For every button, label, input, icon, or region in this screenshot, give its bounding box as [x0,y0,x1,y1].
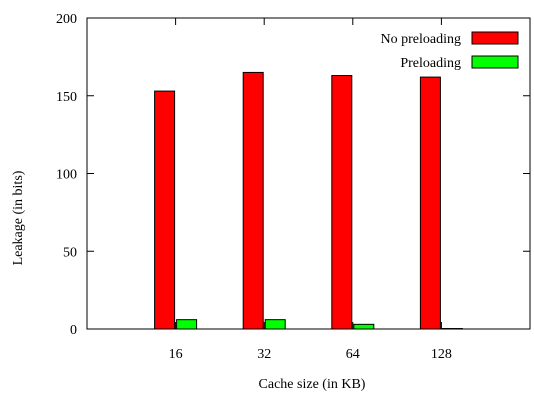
x-tick-label: 64 [346,347,360,362]
x-tick-label: 16 [169,347,183,362]
x-tick-label: 32 [257,347,271,362]
bar-preloading [353,323,375,330]
bar-no-preloading [419,76,441,330]
bar-preloading [264,319,286,330]
y-axis: 0 50 100 150 200 [56,12,530,338]
legend-label: No preloading [381,32,461,47]
bars [154,71,463,330]
bar-preloading [176,319,198,330]
legend-swatch [471,31,519,45]
y-tick-label: 200 [56,12,77,27]
x-axis-label: Cache size (in KB) [259,377,366,392]
x-tick-label: 128 [431,347,452,362]
bar-preloading [441,328,463,330]
plot-frame [86,17,531,330]
y-tick-label: 100 [56,168,77,183]
y-axis-label: Leakage (in bits) [11,170,26,265]
bar-no-preloading [154,90,176,330]
bar-no-preloading [242,71,264,330]
y-tick-label: 0 [70,323,77,338]
bar-no-preloading [331,75,353,330]
x-axis: 16 32 64 128 [169,18,452,362]
legend-swatch [471,55,519,69]
y-tick-label: 50 [63,245,77,260]
legend: No preloading Preloading [381,31,519,71]
plot-border [86,17,531,330]
legend-label: Preloading [400,56,461,71]
y-tick-label: 150 [56,90,77,105]
